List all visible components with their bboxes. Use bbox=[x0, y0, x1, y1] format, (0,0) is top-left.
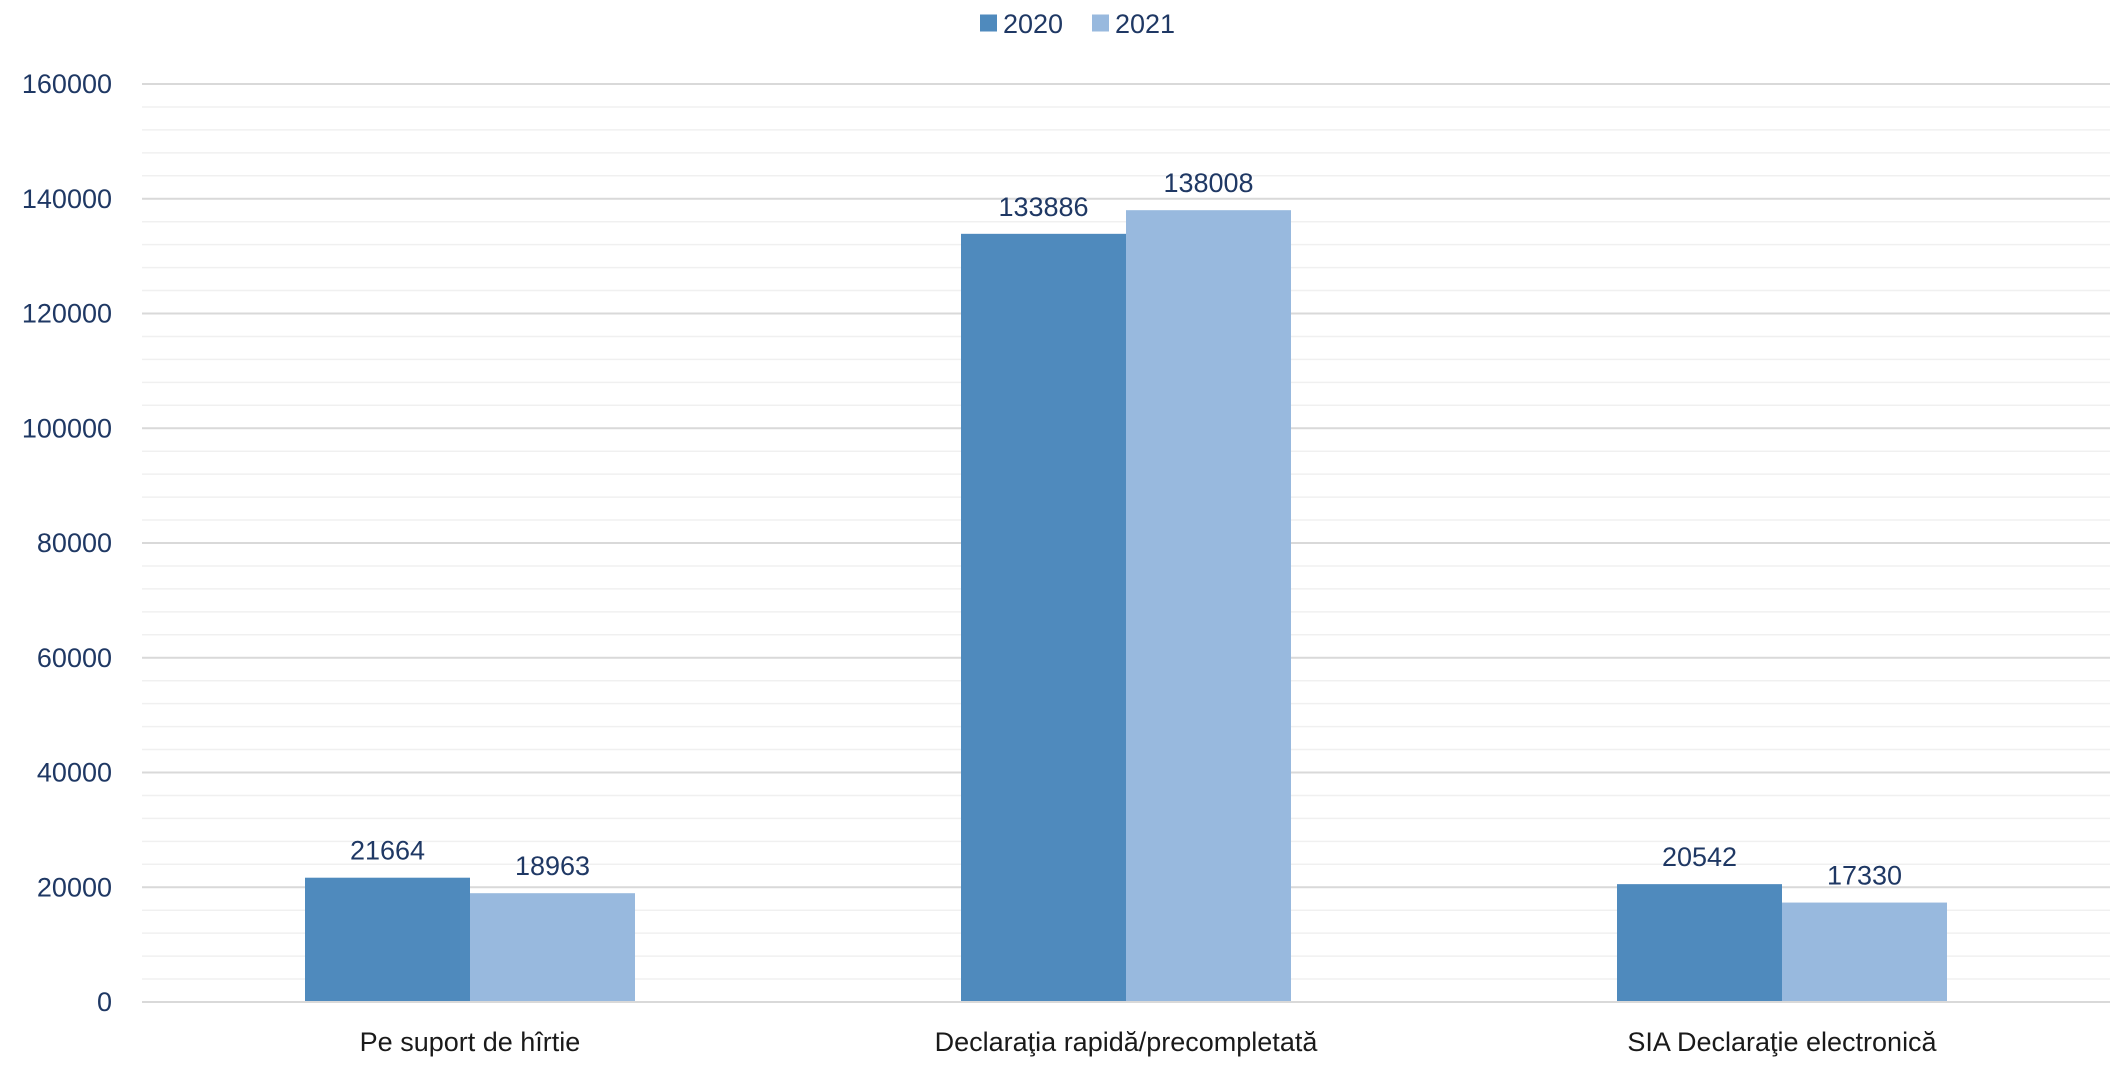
bar-2020-1 bbox=[305, 877, 470, 1002]
data-label: 20542 bbox=[1662, 842, 1737, 872]
data-labels: 21664 18963 133886 138008 20542 17330 bbox=[350, 168, 1902, 890]
bar-2020-3 bbox=[1617, 884, 1782, 1002]
bar-2021-2 bbox=[1126, 210, 1291, 1003]
x-category-label: Pe suport de hîrtie bbox=[360, 1027, 581, 1057]
x-axis: Pe suport de hîrtie Declaraţia rapidă/pre… bbox=[142, 1001, 2110, 1057]
x-category-label: SIA Declaraţie electronică bbox=[1627, 1027, 1937, 1057]
y-tick-label: 80000 bbox=[37, 528, 112, 558]
legend-swatch-2021 bbox=[1092, 14, 1109, 32]
bar-2021-1 bbox=[470, 893, 635, 1002]
bar-2020-2 bbox=[961, 233, 1126, 1002]
y-tick-label: 60000 bbox=[37, 643, 112, 673]
y-tick-label: 160000 bbox=[22, 69, 112, 99]
y-tick-label: 120000 bbox=[22, 299, 112, 329]
y-tick-label: 100000 bbox=[22, 413, 112, 443]
y-tick-label: 20000 bbox=[37, 872, 112, 902]
x-category-label: Declaraţia rapidă/precompletată bbox=[935, 1027, 1319, 1057]
legend-label-2021: 2021 bbox=[1115, 9, 1175, 39]
legend-swatch-2020 bbox=[980, 14, 997, 32]
data-label: 18963 bbox=[515, 851, 590, 881]
data-label: 133886 bbox=[998, 192, 1088, 222]
legend-label-2020: 2020 bbox=[1003, 9, 1063, 39]
data-label: 138008 bbox=[1163, 168, 1253, 198]
y-tick-label: 0 bbox=[97, 987, 112, 1017]
y-axis: 0 20000 40000 60000 80000 100000 120000 140000 1… bbox=[22, 69, 112, 1017]
y-tick-label: 40000 bbox=[37, 758, 112, 788]
data-label: 21664 bbox=[350, 836, 425, 866]
data-label: 17330 bbox=[1827, 861, 1902, 891]
legend: 2020 2021 bbox=[980, 9, 1175, 39]
bar-2021-3 bbox=[1782, 902, 1947, 1002]
y-tick-label: 140000 bbox=[22, 184, 112, 214]
bars bbox=[305, 210, 1947, 1003]
